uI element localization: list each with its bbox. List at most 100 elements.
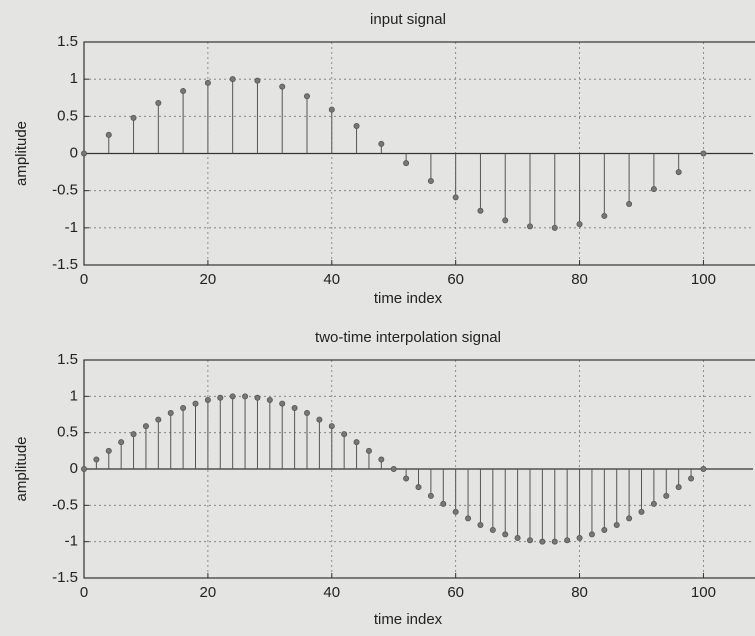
x-tick-label: 40 [323,584,340,601]
stem-marker [489,527,496,534]
stem-marker [527,537,534,544]
stem-marker [576,535,583,542]
stem-marker [613,521,620,528]
stem-marker [663,492,670,499]
stem-marker [465,515,472,522]
x-tick-label: 60 [447,584,464,601]
stem-marker [365,447,372,454]
stem-marker [539,538,546,545]
y-axis-label: amplitude [13,121,30,186]
stem-marker [341,431,348,438]
stem-marker [502,531,509,538]
chart-title: two-time interpolation signal [315,329,501,346]
stem-marker [626,201,633,208]
stem-marker [588,531,595,538]
stem-marker [378,456,385,463]
y-tick-label: 0 [70,144,78,161]
stem-marker [650,500,657,507]
x-tick-label: 100 [691,584,716,601]
stem-marker [105,131,112,138]
stem-marker [564,537,571,544]
stem-marker [266,396,273,403]
stem-marker [180,404,187,411]
stem-marker [427,492,434,499]
stem-marker [638,508,645,515]
y-tick-label: -1 [65,533,78,550]
y-tick-label: -1 [65,219,78,236]
stem-marker [130,114,137,121]
stem-marker [81,465,88,472]
stem-marker [303,410,310,417]
x-tick-label: 80 [571,584,588,601]
y-tick-label: 1 [70,387,78,404]
stem-marker [452,508,459,515]
x-tick-label: 60 [447,271,464,288]
x-tick-label: 100 [691,271,716,288]
stem-marker [81,150,88,157]
stem-marker [601,212,608,219]
stem-marker [650,186,657,193]
stem-marker [353,439,360,446]
stem-marker [576,221,583,228]
y-tick-label: -1.5 [52,256,78,273]
stem-marker [626,515,633,522]
stem-marker [217,394,224,401]
stem-marker [551,224,558,231]
y-tick-label: -0.5 [52,496,78,513]
stem-marker [279,83,286,90]
y-tick-label: -0.5 [52,182,78,199]
y-tick-label: 0 [70,460,78,477]
stem-marker [427,178,434,185]
stem-marker [675,169,682,176]
stem-marker [477,207,484,214]
y-axis-label: amplitude [13,436,30,501]
x-axis-label: time index [374,290,443,307]
stem-marker [502,217,509,224]
stem-marker [254,394,261,401]
stem-marker [316,416,323,423]
stem-marker [378,140,385,147]
stem-marker [105,447,112,454]
y-tick-label: -1.5 [52,569,78,586]
stem-marker [242,393,249,400]
stem-marker [118,439,125,446]
x-axis-label: time index [374,611,443,628]
stem-marker [229,393,236,400]
stem-marker [328,106,335,113]
stem-marker [403,475,410,482]
stem-marker [514,535,521,542]
stem-marker [155,416,162,423]
stem-marker [688,475,695,482]
stem-marker [452,194,459,201]
stem-marker [204,79,211,86]
stem-marker [291,404,298,411]
stem-marker [328,423,335,430]
stem-marker [155,99,162,106]
stem-marker [390,465,397,472]
y-tick-label: 1.5 [57,351,78,368]
stem-marker [130,431,137,438]
stem-marker [700,150,707,157]
y-tick-label: 0.5 [57,424,78,441]
x-tick-label: 20 [200,584,217,601]
stem-marker [353,122,360,129]
stem-marker [142,423,149,430]
stem-marker [93,456,100,463]
x-tick-label: 0 [80,271,88,288]
stem-marker [180,88,187,95]
stem-marker [440,500,447,507]
y-tick-label: 1 [70,70,78,87]
x-tick-label: 0 [80,584,88,601]
stem-marker [527,223,534,230]
stem-marker [167,410,174,417]
chart-title: input signal [370,11,446,28]
stem-marker [551,538,558,545]
y-tick-label: 1.5 [57,33,78,50]
stem-marker [303,93,310,100]
stem-marker [192,400,199,407]
x-tick-label: 20 [200,271,217,288]
stem-marker [675,484,682,491]
stem-marker [601,527,608,534]
stem-marker [700,465,707,472]
